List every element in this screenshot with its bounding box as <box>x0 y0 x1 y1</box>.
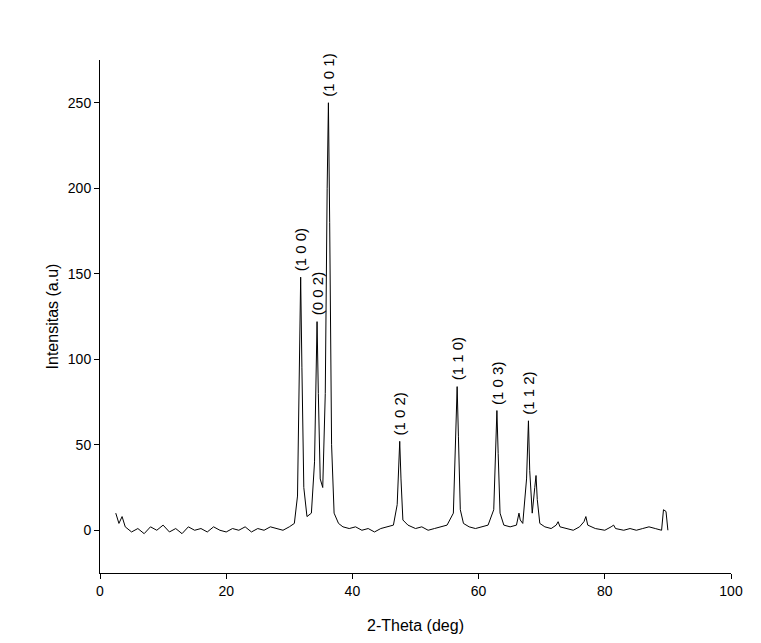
svg-text:(1 0 3): (1 0 3) <box>489 362 506 405</box>
svg-text:150: 150 <box>68 266 92 282</box>
svg-text:100: 100 <box>68 351 92 367</box>
svg-text:100: 100 <box>719 583 743 599</box>
svg-text:Intensitas (a.u): Intensitas (a.u) <box>44 264 61 370</box>
svg-text:200: 200 <box>68 180 92 196</box>
svg-text:40: 40 <box>345 583 361 599</box>
svg-text:0: 0 <box>83 522 91 538</box>
svg-text:(1 0 1): (1 0 1) <box>320 53 337 96</box>
svg-text:(1 1 2): (1 1 2) <box>520 371 537 414</box>
svg-text:(1 0 0): (1 0 0) <box>292 228 309 271</box>
svg-text:250: 250 <box>68 95 92 111</box>
svg-text:20: 20 <box>218 583 234 599</box>
svg-text:0: 0 <box>96 583 104 599</box>
svg-text:(1 0 2): (1 0 2) <box>391 392 408 435</box>
svg-text:80: 80 <box>597 583 613 599</box>
svg-text:60: 60 <box>471 583 487 599</box>
svg-text:(0 0 2): (0 0 2) <box>309 272 326 315</box>
svg-text:2-Theta (deg): 2-Theta (deg) <box>367 617 464 634</box>
svg-text:(1 1 0): (1 1 0) <box>449 337 466 380</box>
svg-text:50: 50 <box>76 437 92 453</box>
